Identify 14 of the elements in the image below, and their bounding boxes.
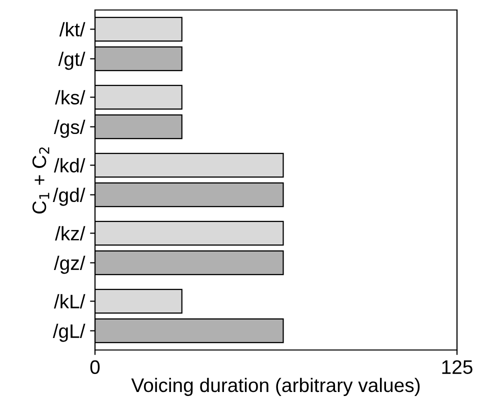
y-tick-label: /gd/ bbox=[52, 188, 86, 206]
x-tick-label: 125 bbox=[442, 360, 472, 374]
x-tick-label: 0 bbox=[90, 360, 100, 374]
y-tick-label: /gt/ bbox=[58, 52, 86, 70]
y-tick-label: /gz/ bbox=[54, 256, 86, 274]
y-tick-label: /kd/ bbox=[54, 158, 86, 172]
y-tick-label: /kL/ bbox=[54, 294, 86, 308]
y-tick-label: /gs/ bbox=[54, 120, 86, 138]
y-axis-title: C$_{1}$ + C$_{2}$ bbox=[32, 147, 50, 214]
x-axis-title: Voicing duration (arbitrary values) bbox=[131, 378, 420, 396]
y-tick-label: /gL/ bbox=[52, 324, 86, 342]
y-tick-label: /kt/ bbox=[59, 22, 86, 36]
y-tick-label: /kz/ bbox=[55, 226, 86, 240]
y-tick-label: /ks/ bbox=[55, 90, 86, 104]
